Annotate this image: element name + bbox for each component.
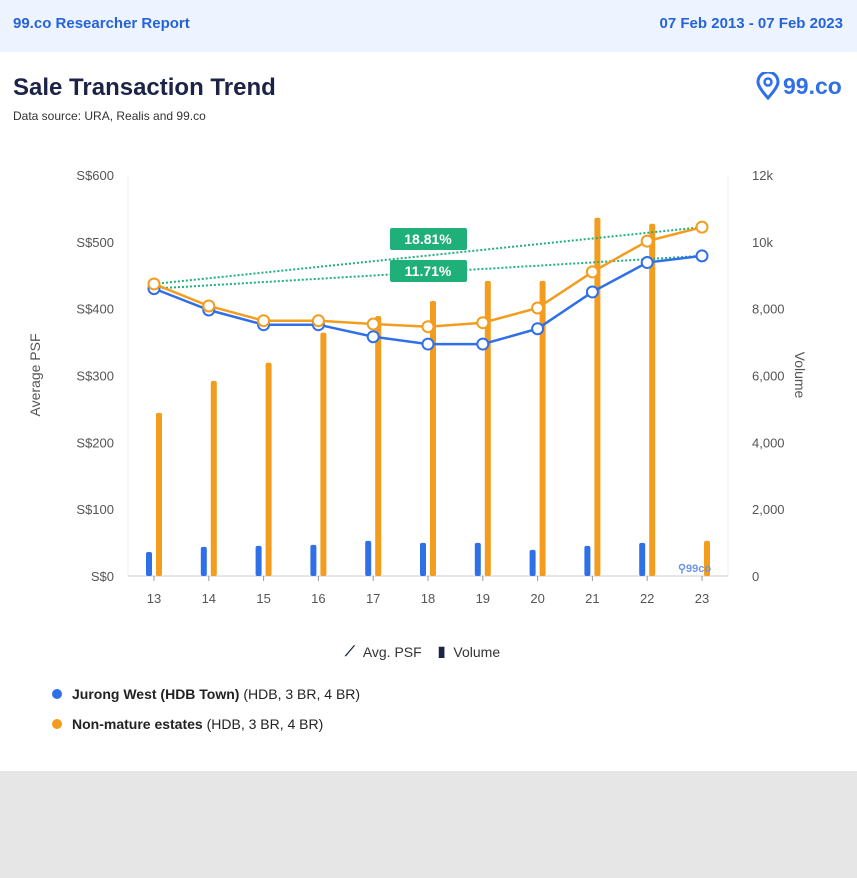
- y-tick-label: S$300: [76, 369, 114, 384]
- volume-bar: [639, 542, 646, 576]
- y2-tick-label: 4,000: [752, 435, 785, 450]
- psf-point: [421, 320, 435, 334]
- y2-tick-label: 12k: [752, 168, 773, 183]
- psf-point: [531, 301, 545, 315]
- y2-tick-label: 0: [752, 569, 759, 584]
- psf-point: [421, 337, 435, 351]
- legend-detail: (HDB, 3 BR, 4 BR): [206, 716, 324, 732]
- psf-point: [311, 314, 325, 328]
- psf-point: [257, 314, 271, 328]
- legend-item-jurong-west[interactable]: Jurong West (HDB Town) (HDB, 3 BR, 4 BR): [52, 686, 360, 702]
- psf-point: [585, 265, 599, 279]
- volume-bar: [420, 542, 426, 576]
- legend-dot: [52, 719, 62, 729]
- volume-bar: [649, 223, 656, 576]
- volume-bar: [594, 217, 601, 577]
- y2-tick-label: 6,000: [752, 369, 785, 384]
- growth-badge-label: 11.71%: [405, 263, 452, 279]
- volume-bar: [529, 549, 536, 576]
- legend-dot: [52, 689, 62, 699]
- x-tick-label: 13: [147, 591, 161, 606]
- x-tick-label: 19: [476, 591, 490, 606]
- y-tick-label: S$400: [76, 302, 114, 317]
- psf-point: [476, 337, 490, 351]
- x-tick-label: 17: [366, 591, 380, 606]
- volume-bar: [365, 540, 372, 576]
- growth-badge: [390, 228, 467, 250]
- volume-bar: [320, 332, 327, 576]
- psf-point: [640, 256, 654, 270]
- type-legend: ⟋ Avg. PSF ▮ Volume: [345, 643, 500, 660]
- volume-bar: [430, 300, 436, 576]
- x-tick-label: 20: [530, 591, 544, 606]
- y-tick-label: S$0: [91, 569, 114, 584]
- legend-avg-psf[interactable]: Avg. PSF: [362, 643, 422, 660]
- chart: S$0 S$100 S$200 S$300 S$400 S$500 S$600 0 2,000 4…: [27, 168, 808, 606]
- legend-item-non-mature[interactable]: Non-mature estates (HDB, 3 BR, 4 BR): [52, 716, 323, 732]
- report-header: 99.co Researcher Report 07 Feb 2013 - 07…: [0, 0, 857, 52]
- psf-point: [366, 317, 380, 331]
- growth-badge: [390, 260, 467, 282]
- bar-chart-icon: ▮: [437, 643, 446, 659]
- x-tick-label: 14: [202, 591, 216, 606]
- volume-bar: [310, 544, 317, 576]
- psf-point: [695, 249, 709, 263]
- psf-point: [147, 277, 161, 291]
- psf-point: [366, 330, 380, 344]
- volume-bar: [474, 542, 481, 576]
- x-tick-label: 15: [256, 591, 270, 606]
- volume-bar: [210, 380, 217, 576]
- legend-volume[interactable]: Volume: [453, 643, 501, 660]
- volume-bar: [484, 280, 491, 576]
- psf-point: [476, 316, 490, 330]
- line-chart-icon: ⟋: [345, 643, 355, 659]
- volume-bar: [375, 316, 382, 576]
- y2-tick-label: 2,000: [752, 502, 785, 517]
- date-range: 07 Feb 2013 - 07 Feb 2023: [659, 15, 843, 32]
- y-tick-label: S$600: [76, 168, 114, 183]
- volume-bar: [584, 545, 591, 576]
- volume-bar: [156, 412, 162, 576]
- legend-detail: (HDB, 3 BR, 4 BR): [243, 686, 361, 702]
- volume-bar: [265, 362, 272, 576]
- x-tick-label: 22: [640, 591, 654, 606]
- volume-bar: [704, 540, 710, 576]
- legend-name: Non-mature estates: [72, 716, 203, 732]
- y-axis-label: Average PSF: [27, 333, 43, 416]
- location-pin-icon: [756, 72, 780, 100]
- report-title: 99.co Researcher Report: [13, 15, 190, 32]
- volume-bar: [255, 545, 262, 576]
- psf-point: [695, 220, 709, 234]
- x-tick-label: 18: [421, 591, 435, 606]
- chart-title: Sale Transaction Trend: [13, 74, 276, 101]
- data-source: Data source: URA, Realis and 99.co: [13, 109, 206, 123]
- growth-badge-label: 18.81%: [404, 231, 452, 247]
- y-tick-label: S$200: [76, 435, 114, 450]
- legend-name: Jurong West (HDB Town): [72, 686, 240, 702]
- volume-bar: [146, 551, 152, 576]
- report-card: 99.co Researcher Report 07 Feb 2013 - 07…: [0, 0, 857, 771]
- y2-axis-label: Volume: [792, 352, 808, 399]
- logo-text: 99.co: [783, 72, 842, 99]
- x-tick-label: 21: [585, 591, 599, 606]
- y-tick-label: S$500: [76, 235, 114, 250]
- y2-tick-label: 10k: [752, 235, 773, 250]
- volume-bar: [539, 280, 546, 576]
- brand-logo: 99.co: [756, 72, 842, 100]
- psf-point: [202, 299, 216, 313]
- psf-point: [585, 285, 599, 299]
- watermark-logo: ⚲99co: [678, 563, 711, 575]
- volume-bar: [200, 546, 207, 576]
- x-tick-label: 23: [695, 591, 709, 606]
- x-tick-label: 16: [311, 591, 325, 606]
- psf-point: [640, 234, 654, 248]
- y2-tick-label: 8,000: [752, 302, 785, 317]
- y-tick-label: S$100: [76, 502, 114, 517]
- psf-point: [531, 322, 545, 336]
